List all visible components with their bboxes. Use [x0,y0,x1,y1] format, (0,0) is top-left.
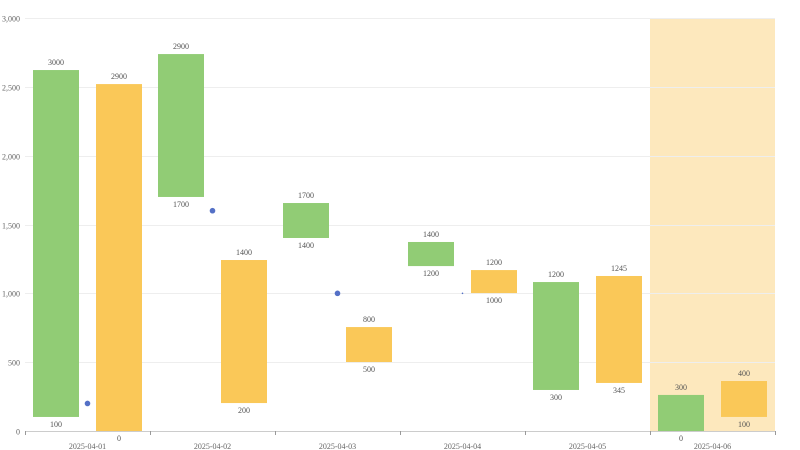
green-bar[interactable] [158,54,204,197]
bar-low-label: 200 [238,406,250,415]
y-tick-label: 1,000 [2,290,20,299]
bar-low-label: 500 [363,365,375,374]
bar-low-label: 100 [50,420,62,429]
bar-high-label: 1700 [298,191,314,200]
x-tick-label: 2025-04-01 [69,442,106,450]
highlight-band-layer [650,18,775,431]
y-tick-label: 500 [8,359,20,368]
green-bar[interactable] [283,203,329,238]
grid-lines [25,18,775,363]
data-point[interactable] [84,400,91,407]
data-point[interactable] [209,207,216,214]
bar-low-label: 1400 [298,241,314,250]
bar-high-label: 300 [675,383,687,392]
y-tick-label: 1,500 [2,222,20,231]
bar-high-label: 1200 [548,270,564,279]
x-tick-label: 2025-04-04 [444,442,481,450]
data-point[interactable] [334,290,341,297]
orange-bar[interactable] [596,275,642,383]
bar-high-label: 2900 [111,72,127,81]
bar-low-label: 300 [550,393,562,402]
y-tick-label: 3,000 [2,15,20,24]
green-bar[interactable] [408,241,454,267]
orange-bar[interactable] [96,84,142,431]
data-point[interactable] [461,292,464,295]
y-tick-label: 2,500 [2,84,20,93]
bar-high-label: 2900 [173,42,189,51]
orange-bar[interactable] [346,327,392,363]
y-tick-label: 2,000 [2,153,20,162]
bar-low-label: 0 [679,434,683,443]
bar-high-label: 3000 [48,58,64,67]
green-bar[interactable] [33,70,79,417]
bar-low-label: 1700 [173,200,189,209]
green-bar[interactable] [533,282,579,390]
bar-low-label: 1000 [486,296,502,305]
bar-low-label: 345 [613,386,625,395]
x-tick-label: 2025-04-06 [694,442,731,450]
x-tick-label: 2025-04-02 [194,442,231,450]
bar-high-label: 1400 [423,230,439,239]
x-tick-label: 2025-04-03 [319,442,356,450]
orange-bar[interactable] [221,260,267,404]
bar-low-label: 100 [738,420,750,429]
bar-low-label: 0 [117,434,121,443]
x-axis: 2025-04-01 2025-04-02 2025-04-03 2025-04-04… [25,431,776,450]
bar-high-label: 400 [738,369,750,378]
bar-low-label: 1200 [423,269,439,278]
y-axis: 0 500 1,000 1,500 2,000 2,500 3,000 [2,15,20,437]
orange-bar[interactable] [721,381,767,417]
bar-high-label: 1400 [236,248,252,257]
bars [33,54,767,431]
green-bar[interactable] [658,394,704,431]
points [84,207,464,407]
bar-high-label: 1245 [611,264,627,273]
orange-bar[interactable] [471,270,517,294]
highlight-band [650,18,775,431]
bar-high-label: 800 [363,315,375,324]
bar-high-label: 1200 [486,258,502,267]
y-tick-label: 0 [16,428,20,437]
x-tick-label: 2025-04-05 [569,442,606,450]
